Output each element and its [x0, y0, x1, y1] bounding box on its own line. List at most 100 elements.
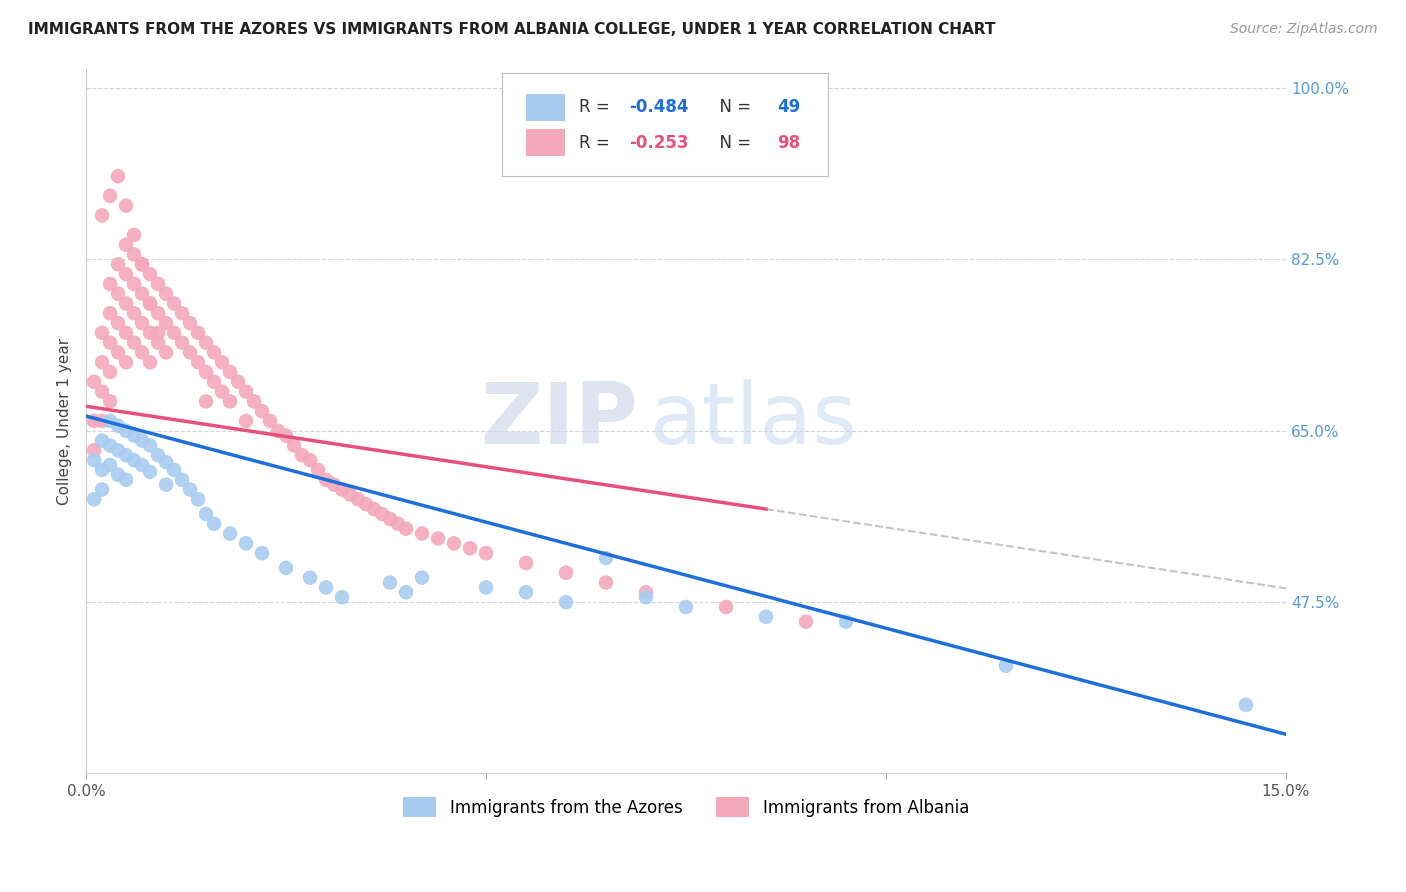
Point	[291, 448, 314, 462]
Point	[211, 355, 233, 369]
Point	[595, 551, 617, 566]
Point	[155, 455, 177, 469]
Point	[202, 375, 225, 389]
Point	[83, 443, 105, 458]
Point	[91, 434, 114, 448]
Point	[443, 536, 465, 550]
Point	[195, 394, 218, 409]
Point	[283, 438, 305, 452]
Point	[354, 497, 377, 511]
Point	[315, 581, 337, 595]
Point	[83, 492, 105, 507]
Point	[98, 306, 121, 320]
Point	[98, 414, 121, 428]
FancyBboxPatch shape	[526, 94, 565, 120]
Point	[155, 345, 177, 359]
FancyBboxPatch shape	[502, 73, 828, 177]
Point	[139, 267, 162, 281]
Point	[179, 483, 201, 497]
Point	[131, 458, 153, 472]
Point	[235, 384, 257, 399]
Point	[131, 286, 153, 301]
Point	[122, 277, 145, 291]
Text: IMMIGRANTS FROM THE AZORES VS IMMIGRANTS FROM ALBANIA COLLEGE, UNDER 1 YEAR CORR: IMMIGRANTS FROM THE AZORES VS IMMIGRANTS…	[28, 22, 995, 37]
Point	[139, 296, 162, 310]
Text: -0.253: -0.253	[630, 134, 689, 152]
Point	[122, 227, 145, 242]
Point	[202, 516, 225, 531]
Point	[83, 414, 105, 428]
Point	[315, 473, 337, 487]
Text: ZIP: ZIP	[481, 379, 638, 462]
Point	[219, 365, 242, 379]
Point	[131, 257, 153, 271]
Point	[91, 208, 114, 222]
Point	[146, 306, 169, 320]
Point	[755, 609, 778, 624]
Point	[226, 375, 249, 389]
Point	[115, 296, 138, 310]
Point	[179, 345, 201, 359]
Point	[219, 394, 242, 409]
Point	[307, 463, 329, 477]
Point	[675, 599, 697, 614]
Point	[107, 443, 129, 458]
Point	[250, 546, 273, 560]
Point	[107, 418, 129, 433]
Point	[131, 316, 153, 330]
Point	[187, 492, 209, 507]
Point	[555, 595, 578, 609]
Point	[107, 169, 129, 184]
Point	[347, 492, 370, 507]
Point	[835, 615, 858, 629]
Point	[274, 561, 297, 575]
Point	[98, 438, 121, 452]
Point	[515, 585, 537, 599]
Point	[170, 306, 193, 320]
Point	[179, 316, 201, 330]
Point	[378, 575, 401, 590]
Point	[139, 296, 162, 310]
Point	[107, 345, 129, 359]
Point	[235, 536, 257, 550]
Text: R =: R =	[579, 134, 616, 152]
Point	[259, 414, 281, 428]
Point	[714, 599, 737, 614]
Point	[211, 384, 233, 399]
Point	[219, 526, 242, 541]
Point	[83, 453, 105, 467]
Point	[115, 473, 138, 487]
Point	[250, 404, 273, 418]
Point	[475, 546, 498, 560]
Point	[115, 424, 138, 438]
Point	[395, 585, 418, 599]
Point	[155, 286, 177, 301]
Text: R =: R =	[579, 98, 616, 116]
Point	[139, 355, 162, 369]
Point	[1234, 698, 1257, 712]
Point	[330, 591, 353, 605]
Point	[98, 189, 121, 203]
Point	[195, 335, 218, 350]
Point	[274, 428, 297, 442]
Point	[91, 463, 114, 477]
Point	[163, 463, 186, 477]
Text: 49: 49	[778, 98, 800, 116]
Text: atlas: atlas	[650, 379, 858, 462]
Point	[98, 277, 121, 291]
Point	[98, 394, 121, 409]
Point	[115, 326, 138, 340]
Point	[411, 526, 433, 541]
Point	[163, 326, 186, 340]
Point	[378, 512, 401, 526]
Point	[107, 316, 129, 330]
Point	[107, 257, 129, 271]
Point	[146, 448, 169, 462]
Point	[195, 365, 218, 379]
Point	[115, 198, 138, 212]
Point	[122, 335, 145, 350]
Point	[170, 473, 193, 487]
Point	[83, 375, 105, 389]
Point	[146, 326, 169, 340]
Point	[634, 585, 657, 599]
